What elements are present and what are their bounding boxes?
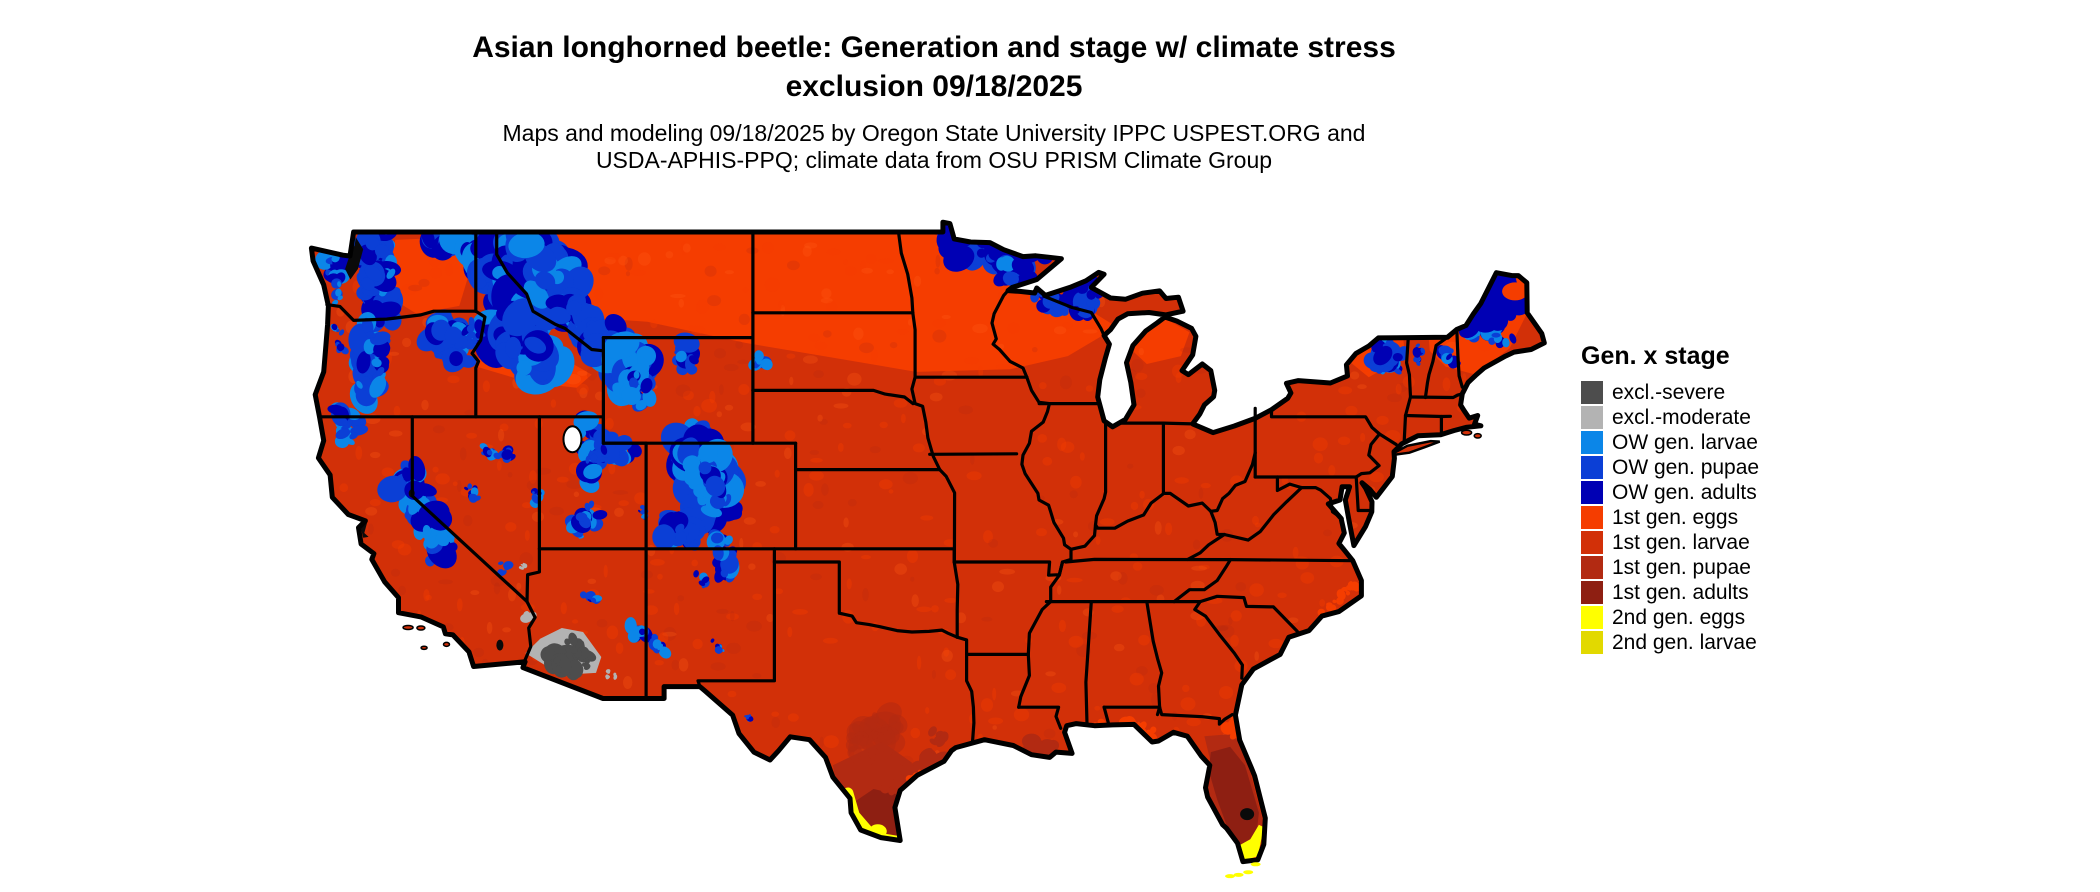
legend-item: excl.-moderate [1581,405,1901,430]
legend-swatch [1581,381,1603,404]
page-title: Asian longhorned beetle: Generation and … [472,31,1396,103]
legend-swatch [1581,481,1603,504]
island [1460,429,1473,436]
page-subtitle: Maps and modeling 09/18/2025 by Oregon S… [502,120,1366,173]
legend-item: OW gen. pupae [1581,455,1901,480]
legend-swatch [1581,431,1603,454]
long-island [1391,439,1441,456]
legend: Gen. x stage excl.-severe excl.-moderate O… [1581,342,1901,655]
channel-island [420,645,428,651]
channel-island [402,624,414,631]
legend-item: 2nd gen. larvae [1581,630,1901,655]
florida-keys [1225,874,1236,879]
legend-swatch [1581,556,1603,579]
great-salt-lake [562,425,583,454]
legend-swatch [1581,581,1603,604]
legend-item: excl.-severe [1581,380,1901,405]
legend-item: 1st gen. eggs [1581,505,1901,530]
legend-label: OW gen. adults [1612,481,1757,504]
legend-swatch [1581,456,1603,479]
legend-item: 1st gen. larvae [1581,530,1901,555]
florida-keys [1233,872,1244,877]
legend-items: excl.-severe excl.-moderate OW gen. larvae… [1581,380,1901,655]
island [1473,432,1482,439]
map-fill-layer [311,222,1545,862]
legend-label: excl.-moderate [1612,406,1751,429]
legend-label: 1st gen. adults [1612,581,1749,604]
legend-swatch [1581,406,1603,429]
conus-outline [308,219,1547,865]
legend-swatch [1581,631,1603,654]
florida-keys [1250,862,1261,867]
legend-label: excl.-severe [1612,381,1726,404]
legend-label: 2nd gen. larvae [1612,631,1757,654]
legend-item: OW gen. adults [1581,480,1901,505]
legend-label: 1st gen. eggs [1612,506,1739,529]
legend-swatch [1581,606,1603,629]
state-borders [317,230,1464,743]
legend-item: 1st gen. adults [1581,580,1901,605]
florida-keys [1243,870,1254,875]
salton-sea [496,639,504,651]
legend-label: 2nd gen. eggs [1612,606,1746,629]
legend-label: OW gen. pupae [1612,456,1760,479]
legend-title: Gen. x stage [1581,342,1730,370]
legend-label: 1st gen. larvae [1612,531,1750,554]
channel-island [442,641,451,648]
legend-label: 1st gen. pupae [1612,556,1751,579]
legend-item: 1st gen. pupae [1581,555,1901,580]
channel-island [416,625,426,631]
legend-swatch [1581,531,1603,554]
lake-okeechobee [1240,808,1255,821]
legend-item: OW gen. larvae [1581,430,1901,455]
legend-item: 2nd gen. eggs [1581,605,1901,630]
puget-sound-water [345,237,364,280]
legend-swatch [1581,506,1603,529]
legend-label: OW gen. larvae [1612,431,1758,454]
